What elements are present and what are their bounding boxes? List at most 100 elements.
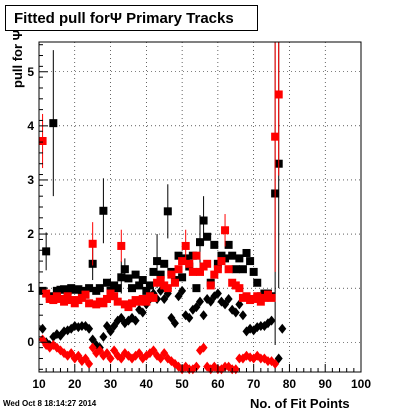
x-tick-label: 100 (351, 377, 371, 391)
square-marker (60, 297, 69, 306)
square-marker (128, 284, 137, 293)
square-marker (249, 267, 258, 276)
square-marker (238, 265, 247, 274)
square-marker (210, 270, 219, 279)
y-tick-label: 5 (27, 65, 34, 79)
square-marker (49, 119, 58, 128)
diamond-marker (199, 310, 208, 321)
x-tick-label: 30 (104, 377, 118, 391)
square-marker (42, 289, 51, 298)
y-tick-label: 4 (27, 119, 34, 133)
square-marker (42, 247, 51, 256)
diamond-marker (131, 315, 140, 326)
diamond-marker (38, 323, 47, 334)
diamond-marker (199, 342, 208, 353)
square-marker (138, 276, 147, 285)
diamond-marker (224, 293, 233, 304)
square-marker (95, 284, 104, 293)
square-marker (224, 265, 233, 274)
square-marker (88, 239, 97, 248)
diamond-marker (271, 358, 280, 369)
square-marker (181, 241, 190, 250)
square-marker (85, 284, 94, 293)
square-marker (174, 265, 183, 274)
diamond-marker (238, 310, 247, 321)
square-marker (196, 267, 204, 276)
square-marker (145, 281, 154, 290)
diamond-marker (185, 312, 194, 323)
y-tick-label: 3 (27, 173, 34, 187)
square-marker (117, 241, 126, 250)
square-marker (135, 281, 144, 290)
square-marker (224, 240, 233, 249)
title-box: Fitted pull forΨ Primary Tracks (5, 5, 258, 31)
square-marker (102, 294, 111, 303)
square-marker (246, 257, 255, 266)
x-tick-label: 70 (247, 377, 261, 391)
diamond-marker (178, 285, 187, 296)
square-marker (203, 232, 212, 241)
square-marker (242, 248, 251, 257)
y-tick-label: 1 (27, 281, 34, 295)
x-axis-label: No. of Fit Points (250, 396, 350, 411)
diamond-marker (196, 296, 204, 307)
square-marker (235, 284, 244, 293)
square-marker (185, 259, 194, 268)
square-marker (253, 292, 262, 301)
square-marker (274, 90, 283, 99)
square-marker (160, 259, 169, 268)
y-tick-label: 0 (27, 335, 34, 349)
square-marker (228, 251, 237, 260)
plot-frame (38, 41, 362, 373)
square-marker (142, 297, 151, 306)
square-marker (213, 265, 222, 274)
square-marker (210, 240, 219, 249)
square-marker (153, 257, 162, 266)
x-tick-label: 50 (175, 377, 189, 391)
diamond-marker (170, 318, 179, 329)
diamond-marker (231, 307, 240, 318)
square-marker (85, 299, 94, 308)
square-marker (217, 257, 226, 266)
x-tick-label: 60 (211, 377, 225, 391)
square-marker (117, 273, 126, 282)
square-marker (253, 278, 262, 287)
square-marker (199, 216, 208, 225)
square-marker (131, 270, 140, 279)
square-marker (124, 274, 133, 283)
diamond-marker (99, 331, 108, 342)
square-marker (156, 270, 165, 279)
square-marker (167, 270, 176, 279)
diamond-marker (213, 288, 222, 299)
square-marker (142, 286, 151, 295)
square-marker (206, 281, 215, 290)
timestamp: Wed Oct 8 18:14:27 2014 (3, 399, 97, 408)
x-tick-label: 90 (319, 377, 333, 391)
diamond-marker (192, 361, 201, 372)
square-marker (192, 251, 201, 260)
diamond-marker (267, 315, 276, 326)
square-marker (267, 293, 276, 302)
square-marker (192, 284, 201, 293)
square-marker (163, 284, 172, 293)
y-axis-label: pull for Ψ (10, 29, 25, 88)
square-marker (113, 284, 122, 293)
x-tick-label: 20 (68, 377, 82, 391)
diamond-marker (138, 307, 147, 318)
x-tick-label: 80 (283, 377, 297, 391)
square-marker (174, 251, 183, 260)
square-marker (203, 259, 212, 268)
x-tick-label: 10 (32, 377, 46, 391)
square-marker (38, 137, 47, 145)
square-marker (178, 273, 187, 282)
square-marker (102, 278, 111, 287)
square-marker (170, 278, 179, 287)
axis-ticks: 10 20 30 40 50 60 70 80 90 100 0 1 2 3 4 5 (27, 44, 371, 391)
square-marker (196, 238, 204, 247)
square-marker (149, 293, 158, 302)
data-points (38, 42, 287, 375)
square-marker (271, 132, 280, 141)
diamond-marker (106, 353, 115, 364)
square-marker (163, 207, 172, 216)
